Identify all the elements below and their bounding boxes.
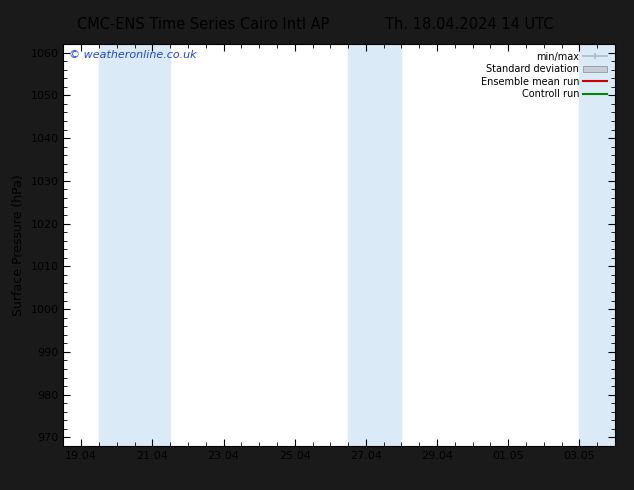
Y-axis label: Surface Pressure (hPa): Surface Pressure (hPa) [12, 174, 25, 316]
Text: © weatheronline.co.uk: © weatheronline.co.uk [69, 50, 197, 60]
Text: Th. 18.04.2024 14 UTC: Th. 18.04.2024 14 UTC [385, 17, 553, 32]
Bar [348, 44, 401, 446]
Text: CMC-ENS Time Series Cairo Intl AP: CMC-ENS Time Series Cairo Intl AP [77, 17, 329, 32]
Bar [579, 44, 615, 446]
Legend: min/max, Standard deviation, Ensemble mean run, Controll run: min/max, Standard deviation, Ensemble me… [477, 49, 610, 102]
Bar [99, 44, 170, 446]
